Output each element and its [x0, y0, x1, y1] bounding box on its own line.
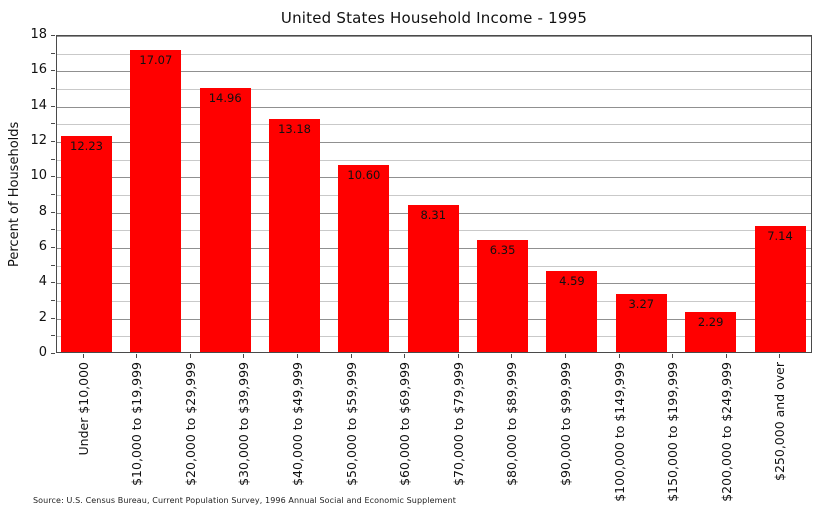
y-tick-label-10: 10 — [30, 168, 47, 184]
y-tick-label-14: 14 — [30, 97, 47, 113]
y-tick-label-8: 8 — [38, 203, 47, 219]
y-tick-mark-6 — [51, 247, 55, 248]
y-tick-label-12: 12 — [30, 133, 47, 148]
bar-value-label-6: 6.35 — [489, 242, 516, 257]
y-tick-mark-7 — [51, 229, 55, 231]
x-tick-mark-6 — [404, 354, 406, 358]
bar-value-label-8: 3.27 — [628, 297, 655, 312]
bar-8: 3.27 — [615, 294, 667, 352]
gridline-y-16 — [57, 71, 811, 73]
y-tick-mark-9 — [51, 194, 55, 195]
x-tick-label-2: $20,000 to $29,999 — [182, 362, 198, 486]
x-axis: Under $10,000 $10,000 to $19,999 $20,000 t… — [56, 354, 812, 502]
x-tick-mark-12 — [725, 354, 727, 358]
bar-value-label-7: 4.59 — [559, 273, 585, 288]
bar-value-label-0: 12.23 — [70, 138, 103, 153]
bar-value-label-4: 10.60 — [347, 167, 381, 182]
y-tick-mark-11 — [51, 158, 55, 160]
bar-value-label-10: 7.14 — [767, 228, 793, 243]
x-tick-label-0: Under $10,000 — [75, 362, 91, 456]
y-tick-mark-18 — [51, 35, 55, 36]
x-tick-mark-2 — [189, 354, 191, 358]
y-tick-mark-0 — [51, 353, 55, 354]
y-tick-mark-1 — [51, 335, 55, 337]
bar-5: 8.31 — [407, 205, 459, 352]
bar-value-label-3: 13.18 — [278, 122, 312, 137]
gridline-y-9 — [57, 195, 811, 196]
x-tick-label-6: $60,000 to $69,999 — [397, 362, 413, 486]
bar-0: 12.23 — [61, 135, 112, 352]
gridline-y-17 — [57, 53, 811, 55]
y-tick-mark-4 — [51, 282, 55, 284]
x-tick-label-13: $250,000 and over — [772, 362, 788, 481]
y-tick-mark-14 — [51, 105, 55, 107]
x-tick-mark-1 — [136, 354, 138, 358]
x-tick-label-4: $40,000 to $49,999 — [289, 362, 305, 486]
y-tick-mark-8 — [51, 211, 55, 213]
y-tick-label-6: 6 — [38, 239, 47, 254]
y-tick-mark-12 — [51, 141, 55, 142]
y-tick-mark-10 — [51, 176, 55, 178]
y-tick-mark-16 — [51, 70, 55, 72]
gridline-y-15 — [57, 89, 811, 90]
bar-3: 13.18 — [269, 119, 321, 352]
bar-9: 2.29 — [685, 311, 737, 352]
y-tick-mark-17 — [51, 52, 55, 54]
bar-10: 7.14 — [754, 225, 806, 352]
x-tick-mark-7 — [457, 354, 459, 358]
source-note: Source: U.S. Census Bureau, Current Popu… — [33, 496, 456, 505]
y-tick-label-18: 18 — [30, 27, 47, 42]
gridline-y-18 — [57, 36, 811, 37]
x-tick-mark-9 — [564, 354, 566, 358]
x-tick-mark-4 — [296, 354, 298, 358]
y-tick-mark-3 — [51, 300, 55, 301]
x-tick-mark-11 — [672, 354, 674, 358]
gridline-y-11 — [57, 159, 811, 161]
bar-1: 17.07 — [130, 50, 182, 352]
plot-area: 12.23 17.07 14.96 13.18 10.60 8.31 6.35 4.59 3.2… — [56, 35, 812, 353]
bar-7: 4.59 — [546, 270, 598, 352]
x-tick-mark-10 — [618, 354, 620, 358]
bar-value-label-1: 17.07 — [139, 53, 173, 68]
x-tick-label-5: $50,000 to $59,999 — [343, 362, 359, 486]
bar-2: 14.96 — [199, 87, 251, 352]
x-tick-mark-13 — [779, 354, 781, 358]
y-tick-label-0: 0 — [38, 345, 47, 360]
x-tick-label-3: $30,000 to $39,999 — [236, 362, 252, 486]
x-tick-mark-5 — [350, 354, 352, 358]
x-tick-label-8: $80,000 to $89,999 — [504, 362, 520, 486]
gridline-y-14 — [57, 106, 811, 108]
x-tick-label-7: $70,000 to $79,999 — [450, 362, 466, 486]
bar-4: 10.60 — [338, 164, 390, 352]
y-tick-label-2: 2 — [38, 309, 47, 325]
bar-value-label-2: 14.96 — [208, 90, 242, 105]
x-tick-label-12: $200,000 to $249,999 — [718, 362, 734, 502]
x-tick-label-10: $100,000 to $149,999 — [611, 362, 627, 502]
y-tick-mark-2 — [51, 317, 55, 319]
x-tick-mark-0 — [82, 354, 84, 358]
x-tick-label-1: $10,000 to $19,999 — [129, 362, 145, 486]
bar-value-label-9: 2.29 — [697, 314, 724, 329]
chart-title: United States Household Income - 1995 — [280, 9, 588, 27]
x-tick-label-11: $150,000 to $199,999 — [665, 362, 681, 502]
y-tick-mark-15 — [51, 88, 55, 89]
x-tick-mark-8 — [511, 354, 513, 358]
gridline-y-12 — [57, 142, 811, 143]
x-tick-label-9: $90,000 to $99,999 — [557, 362, 573, 486]
bar-value-label-5: 8.31 — [420, 208, 447, 223]
y-axis: 0 2 4 6 8 10 12 14 16 18 — [0, 27, 56, 360]
y-tick-mark-13 — [51, 123, 55, 125]
y-tick-label-4: 4 — [38, 274, 47, 290]
x-tick-mark-3 — [243, 354, 245, 358]
y-tick-label-16: 16 — [30, 62, 47, 78]
y-tick-mark-5 — [51, 264, 55, 266]
gridline-y-10 — [57, 177, 811, 179]
bar-6: 6.35 — [477, 239, 529, 352]
gridline-y-13 — [57, 124, 811, 126]
